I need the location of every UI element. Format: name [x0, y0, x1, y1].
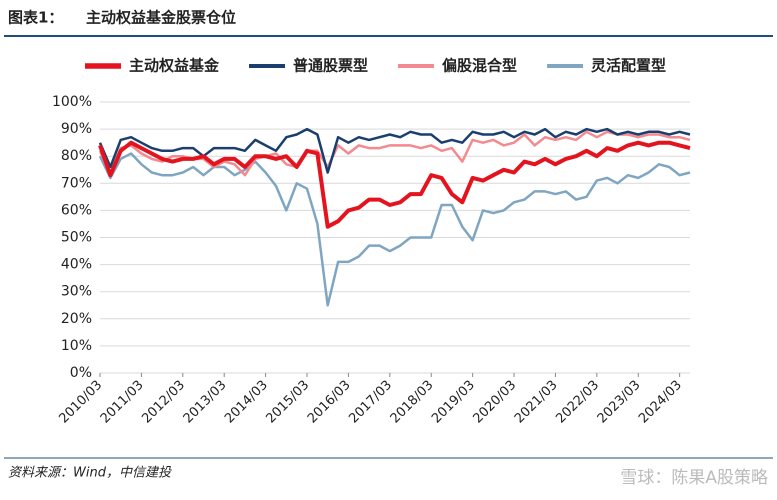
- y-tick-label: 70%: [61, 175, 92, 191]
- series-line: [98, 140, 691, 229]
- x-tick-label: 2017/03: [346, 378, 395, 427]
- y-tick-label: 30%: [61, 284, 92, 300]
- legend-label: 偏股混合型: [442, 57, 517, 75]
- legend-label: 普通股票型: [293, 57, 368, 75]
- y-tick-label: 20%: [61, 311, 92, 327]
- x-tick-label: 2011/03: [98, 378, 147, 427]
- x-tick-label: 2015/03: [264, 378, 313, 427]
- y-tick-label: 50%: [61, 230, 92, 246]
- x-tick-label: 2013/03: [181, 378, 230, 427]
- series-line: [98, 152, 691, 307]
- watermark: 雪球：陈果A股策略: [620, 468, 768, 488]
- figure-label: 图表1：: [8, 9, 63, 27]
- x-tick-label: 2024/03: [636, 378, 685, 427]
- x-tick-label: 2012/03: [139, 378, 188, 427]
- x-tick-label: 2010/03: [57, 378, 106, 427]
- legend-label: 灵活配置型: [591, 57, 666, 75]
- y-tick-label: 90%: [61, 121, 92, 137]
- y-tick-label: 80%: [61, 148, 92, 164]
- y-tick-label: 0%: [70, 365, 92, 381]
- x-tick-label: 2023/03: [595, 378, 644, 427]
- x-tick-label: 2018/03: [388, 378, 437, 427]
- x-tick-label: 2021/03: [512, 378, 561, 427]
- y-tick-label: 60%: [61, 202, 92, 218]
- legend-label: 主动权益基金: [129, 57, 220, 75]
- x-tick-label: 2019/03: [429, 378, 478, 427]
- y-tick-label: 100%: [52, 94, 92, 110]
- x-tick-label: 2016/03: [305, 378, 354, 427]
- x-tick-label: 2020/03: [471, 378, 520, 427]
- x-tick-label: 2022/03: [553, 378, 602, 427]
- source: 资料来源：Wind，中信建投: [8, 466, 172, 481]
- chart-title: 主动权益基金股票仓位: [86, 9, 236, 27]
- y-tick-label: 40%: [61, 257, 92, 273]
- y-tick-label: 10%: [61, 338, 92, 354]
- x-tick-label: 2014/03: [222, 378, 271, 427]
- series-line: [98, 127, 691, 174]
